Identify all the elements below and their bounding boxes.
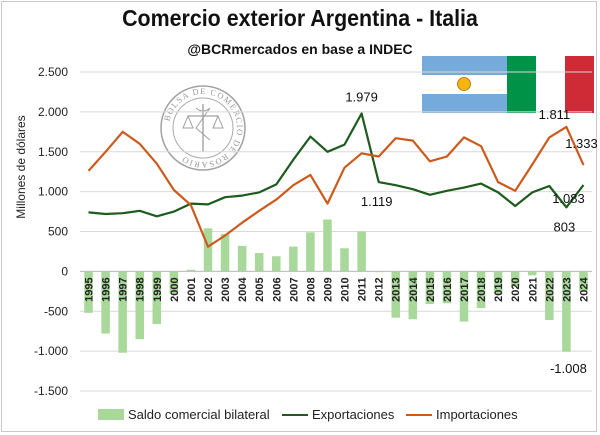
bar-balance xyxy=(118,271,127,353)
bar-balance xyxy=(306,232,315,272)
bar-balance xyxy=(510,271,520,287)
legend-item-exports: Exportaciones xyxy=(282,407,394,422)
bar-balance xyxy=(152,271,162,325)
y-tick-label: 500 xyxy=(48,225,68,239)
y-tick-label: -1.500 xyxy=(34,384,68,398)
flags-group xyxy=(422,56,594,113)
x-tick-label: 2012 xyxy=(374,277,386,301)
x-tick-label: 2016 xyxy=(442,277,454,301)
y-tick-label: -1.000 xyxy=(34,344,68,358)
x-tick-label: 1998 xyxy=(135,277,147,301)
x-tick-label: 2010 xyxy=(340,277,352,301)
legend-label-exports: Exportaciones xyxy=(312,407,395,422)
bar-balance xyxy=(135,271,144,340)
bar-balance xyxy=(528,271,537,276)
x-tick-label: 2003 xyxy=(220,277,232,301)
x-tick-label: 1996 xyxy=(101,277,113,301)
legend-swatch-exports xyxy=(282,413,308,416)
y-tick-label: 2.500 xyxy=(38,65,68,79)
x-tick-label: 2014 xyxy=(408,277,420,302)
chart-subtitle: @BCRmercados en base a INDEC xyxy=(187,41,413,57)
data-label: 803 xyxy=(554,219,576,234)
x-tick-label: 2021 xyxy=(527,277,539,301)
chart-title: Comercio exterior Argentina - Italia xyxy=(122,5,478,31)
bar-balance xyxy=(272,256,281,272)
data-label: 1.811 xyxy=(539,107,571,122)
x-tick-label: 2023 xyxy=(561,277,573,301)
x-tick-label: 2022 xyxy=(544,277,556,301)
bar-balance xyxy=(425,271,435,305)
x-tick-label: 2008 xyxy=(305,277,317,301)
bar-balance xyxy=(442,271,452,304)
bar-balance xyxy=(323,219,332,272)
x-tick-label: 1995 xyxy=(84,277,96,301)
data-label: 1.333 xyxy=(565,136,598,151)
legend-swatch-balance xyxy=(98,409,124,420)
bar-balance xyxy=(493,271,503,295)
x-tick-label: 2013 xyxy=(391,277,403,301)
legend-item-imports: Importaciones xyxy=(406,407,518,422)
x-tick-label: 2018 xyxy=(476,277,488,301)
legend: Saldo comercial bilateral Exportaciones … xyxy=(0,401,600,427)
seal-logo: BOLSA DE COMERCIO DE ROSARIO xyxy=(160,85,246,171)
data-label: 1.979 xyxy=(345,90,378,105)
x-tick-label: 2020 xyxy=(510,277,522,301)
legend-item-balance: Saldo comercial bilateral xyxy=(98,407,270,422)
y-tick-label: -500 xyxy=(44,304,68,318)
bar-balance xyxy=(476,271,486,309)
x-tick-label: 2004 xyxy=(237,277,249,302)
legend-swatch-imports xyxy=(406,413,432,416)
bar-balance xyxy=(562,271,571,352)
data-label: 1.083 xyxy=(552,191,585,206)
bar-balance xyxy=(391,271,400,318)
x-tick-label: 2011 xyxy=(357,277,369,301)
x-tick-label: 1997 xyxy=(118,277,130,301)
bar-balance xyxy=(220,233,230,272)
x-tick-label: 2019 xyxy=(493,277,505,301)
line-exports xyxy=(88,112,585,218)
bar-balance xyxy=(545,271,554,321)
x-tick-label: 2000 xyxy=(169,277,181,301)
bar-balance xyxy=(101,271,110,334)
bar-balance xyxy=(237,245,247,272)
x-tick-label: 2024 xyxy=(578,277,590,302)
bar-balance xyxy=(459,271,469,322)
bar-balance xyxy=(203,228,213,272)
bar-balance xyxy=(84,271,93,313)
x-tick-label: 2015 xyxy=(425,277,437,301)
x-tick-label: 2009 xyxy=(322,277,334,301)
bar-balance xyxy=(579,271,588,292)
y-tick-label: 0 xyxy=(61,264,68,278)
argentina-flag-icon xyxy=(422,56,507,113)
italy-flag-icon xyxy=(507,56,594,113)
data-label: -1.008 xyxy=(550,361,587,376)
data-label: 1.119 xyxy=(361,194,393,209)
y-tick-label: 2.000 xyxy=(38,105,68,119)
bar-balance xyxy=(340,248,349,272)
x-tick-label: 2006 xyxy=(271,277,283,301)
x-tick-label: 2005 xyxy=(254,277,266,301)
y-tick-label: 1.500 xyxy=(38,145,68,159)
bar-balance xyxy=(254,253,264,272)
bar-balance xyxy=(169,271,179,294)
bar-balance xyxy=(289,246,298,272)
bar-balance xyxy=(357,231,366,272)
line-imports xyxy=(87,125,585,248)
legend-label-imports: Importaciones xyxy=(436,407,518,422)
x-tick-label: 2001 xyxy=(186,277,198,301)
x-tick-label: 1999 xyxy=(152,277,164,301)
x-tick-label: 2017 xyxy=(459,277,471,301)
y-tick-label: 1.000 xyxy=(38,185,68,199)
legend-label-balance: Saldo comercial bilateral xyxy=(128,407,270,422)
x-tick-label: 2007 xyxy=(288,277,300,301)
bar-balance xyxy=(408,271,418,320)
x-tick-label: 2002 xyxy=(203,277,215,301)
bar-balance xyxy=(186,269,196,272)
